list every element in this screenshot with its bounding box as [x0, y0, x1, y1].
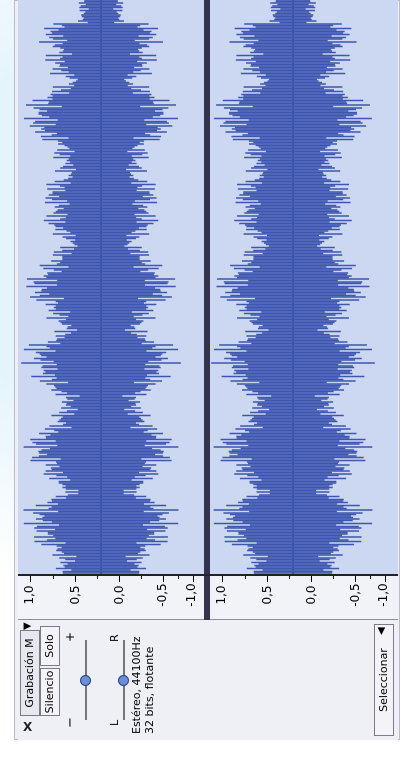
track-control-panel: X Grabación M ▼ Silencio Solo − + L R Es…: [18, 620, 398, 740]
tick-mark: [30, 576, 31, 582]
tick-mark: [222, 576, 223, 582]
tick-label-l-5: -1,0: [184, 583, 198, 607]
tick-label-r-2: 0,5: [260, 585, 274, 605]
pan-left-label: L: [108, 719, 121, 726]
tick-mark: [385, 576, 386, 582]
tick-mark: [119, 576, 120, 582]
collapse-arrow-icon[interactable]: ◀: [376, 627, 387, 635]
chevron-down-icon[interactable]: ▼: [22, 622, 33, 630]
tick-label-r-4: -0,5: [348, 583, 362, 607]
gain-plus-label: +: [63, 631, 77, 642]
pan-right-label: R: [108, 634, 121, 642]
tick-mark: [311, 576, 312, 582]
ruler-divider: [204, 576, 210, 620]
tick-mark-minor: [289, 576, 290, 579]
tick-mark: [75, 576, 76, 582]
tick-mark-minor: [53, 576, 54, 579]
tick-mark-minor: [141, 576, 142, 579]
channel-divider: [204, 0, 210, 574]
tick-label-r-3: 0,0: [304, 585, 318, 605]
tick-mark: [355, 576, 356, 582]
solo-button[interactable]: Solo: [40, 626, 60, 666]
tick-mark: [193, 576, 194, 582]
window-bottom-edge: [0, 745, 400, 761]
waveform[interactable]: [18, 0, 398, 574]
tick-label-r-5: -1,0: [376, 583, 390, 607]
mute-label: Silencio: [43, 670, 56, 714]
close-track-button[interactable]: X: [23, 720, 33, 734]
tick-mark-minor: [370, 576, 371, 579]
tick-mark: [267, 576, 268, 582]
tick-label-r-1: 1,0: [214, 585, 228, 605]
select-label: Seleccionar: [377, 648, 390, 712]
tick-mark: [163, 576, 164, 582]
tick-label-l-1: 1,0: [22, 585, 36, 605]
tick-mark-minor: [178, 576, 179, 579]
format-info-line2: 32 bits, flotante: [143, 646, 156, 734]
tick-label-l-4: -0,5: [155, 583, 169, 607]
mute-button[interactable]: Silencio: [40, 668, 60, 716]
gain-minus-label: −: [63, 717, 78, 728]
gain-slider-thumb[interactable]: [80, 674, 91, 686]
select-button[interactable]: Seleccionar: [374, 624, 394, 736]
tick-mark-minor: [333, 576, 334, 579]
waveform-area[interactable]: [18, 0, 398, 574]
tick-mark-minor: [245, 576, 246, 579]
tick-mark-minor: [97, 576, 98, 579]
track-name-dropdown[interactable]: Grabación M: [20, 630, 40, 716]
left-channel-waveform: [21, 0, 181, 574]
tick-label-l-2: 0,5: [68, 585, 82, 605]
amplitude-ruler: 1,0 0,5 0,0 -0,5 -1,0 1,0 0,5 0,0 -0,5 -…: [18, 574, 398, 620]
solo-label: Solo: [43, 634, 56, 658]
tick-label-l-3: 0,0: [112, 585, 126, 605]
right-channel-waveform: [211, 0, 375, 574]
pan-slider-thumb[interactable]: [118, 674, 129, 686]
format-info-line1: Estéreo, 44100Hz: [130, 636, 143, 734]
track-name-label: Grabación M: [23, 638, 36, 708]
